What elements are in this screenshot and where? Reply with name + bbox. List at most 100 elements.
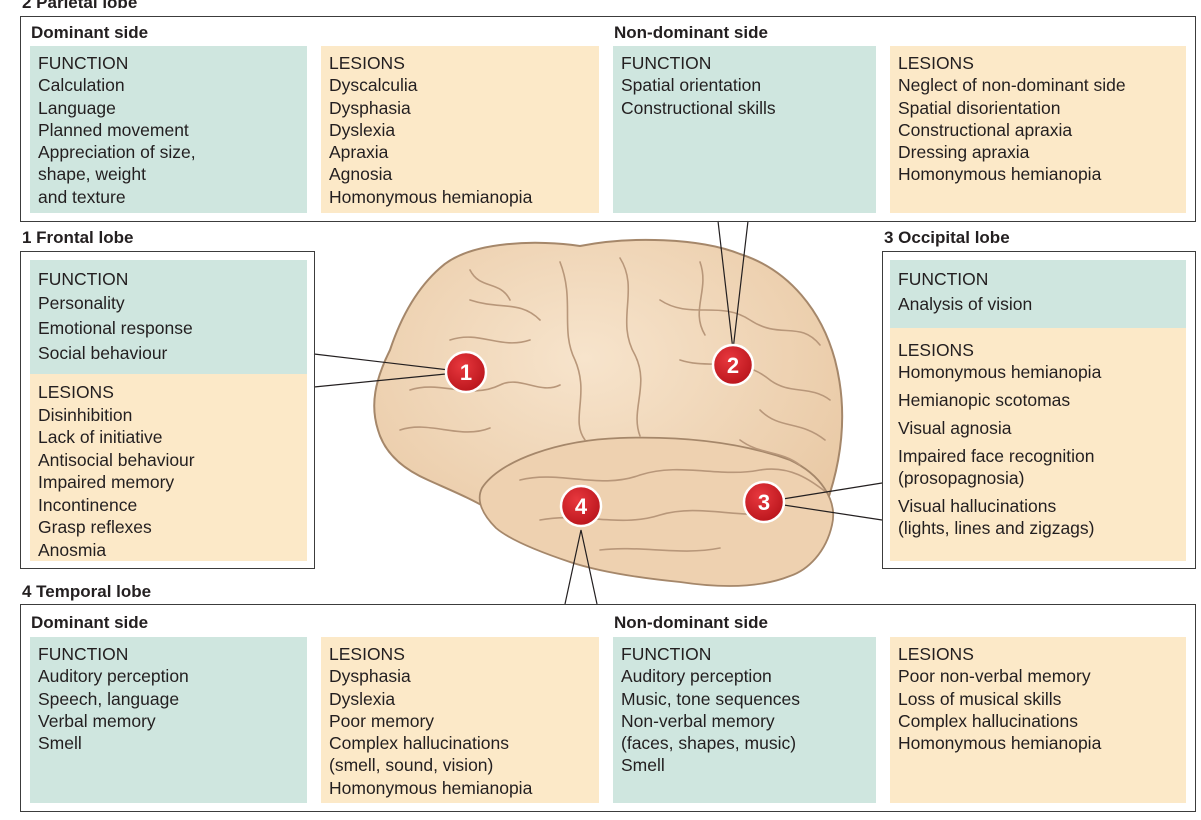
list-item: Complex hallucinations [329, 733, 509, 754]
temporal-nondominant-function-box: FUNCTION Auditory perception Music, tone… [613, 637, 876, 803]
svg-text:3: 3 [758, 490, 770, 515]
frontal-lesions-box: LESIONS Disinhibition Lack of initiative… [30, 374, 307, 561]
list-item: Homonymous hemianopia [898, 164, 1102, 185]
function-title: FUNCTION [621, 644, 712, 664]
list-item: Auditory perception [621, 666, 772, 687]
list-item: Homonymous hemianopia [898, 733, 1102, 754]
occipital-heading: 3 Occipital lobe [884, 228, 1010, 247]
list-item: Dyslexia [329, 119, 396, 140]
lesions-title: LESIONS [898, 340, 974, 360]
list-item: Visual agnosia [898, 418, 1012, 438]
list-item: Appreciation of size, [38, 142, 196, 163]
list-item: and texture [38, 186, 126, 207]
parietal-dominant-lesions-box: LESIONS Dyscalculia Dysphasia Dyslexia A… [321, 46, 599, 213]
parietal-frame [20, 16, 1196, 222]
frontal-frame [20, 251, 315, 569]
parietal-dominant-function-box: FUNCTION Calculation Language Planned mo… [30, 46, 307, 213]
list-item: Constructional skills [621, 97, 776, 118]
marker-4: 4 [559, 484, 603, 528]
list-item: Poor memory [329, 710, 435, 731]
marker-1: 1 [444, 350, 488, 394]
temporal-heading: 4 Temporal lobe [22, 582, 152, 601]
list-item: Dyslexia [329, 688, 396, 709]
list-item: Homonymous hemianopia [329, 186, 533, 207]
parietal-nondominant-function-box: FUNCTION Spatial orientation Constructio… [613, 46, 876, 213]
parietal-heading: 2 Parietal lobe [22, 0, 138, 12]
list-item: Language [38, 97, 116, 118]
temporal-nondominant-heading: Non-dominant side [614, 613, 768, 632]
list-item: Apraxia [329, 142, 389, 163]
lesions-title: LESIONS [38, 382, 114, 402]
function-title: FUNCTION [38, 644, 129, 664]
list-item: Neglect of non-dominant side [898, 75, 1126, 96]
list-item: Visual hallucinations [898, 496, 1057, 516]
list-item: Homonymous hemianopia [898, 362, 1102, 382]
list-item: Impaired memory [38, 472, 175, 492]
list-item: Hemianopic scotomas [898, 390, 1071, 410]
list-item: Poor non-verbal memory [898, 666, 1091, 687]
list-item: Dysphasia [329, 666, 411, 687]
function-title: FUNCTION [621, 53, 712, 73]
list-item: Calculation [38, 75, 125, 96]
list-item: Smell [38, 733, 82, 754]
occipital-function-box: FUNCTION Analysis of vision [890, 260, 1186, 328]
list-item: Personality [38, 293, 125, 313]
list-item: Anosmia [38, 539, 107, 560]
parietal-nondominant-lesions-box: LESIONS Neglect of non-dominant side Spa… [890, 46, 1186, 213]
list-item: Dressing apraxia [898, 142, 1030, 163]
list-item: shape, weight [38, 164, 146, 185]
list-item: Analysis of vision [898, 294, 1033, 314]
occipital-lesions-box: LESIONS Homonymous hemianopia Hemianopic… [890, 328, 1186, 561]
lesions-title: LESIONS [898, 53, 974, 73]
list-item: Smell [621, 755, 665, 776]
frontal-heading: 1 Frontal lobe [22, 228, 134, 247]
lesions-title: LESIONS [329, 53, 405, 73]
list-item: Music, tone sequences [621, 688, 800, 709]
temporal-frame [20, 604, 1196, 812]
brain-temporal-lobe [478, 436, 834, 587]
list-item: (smell, sound, vision) [329, 755, 494, 776]
list-item: Social behaviour [38, 343, 168, 363]
lesions-title: LESIONS [329, 644, 405, 664]
list-item: (lights, lines and zigzags) [898, 518, 1095, 538]
list-item: Antisocial behaviour [38, 449, 195, 470]
temporal-dominant-function-box: FUNCTION Auditory perception Speech, lan… [30, 637, 307, 803]
occipital-frame [882, 251, 1196, 569]
svg-text:4: 4 [575, 494, 588, 519]
list-item: Non-verbal memory [621, 710, 775, 731]
svg-text:1: 1 [460, 360, 472, 385]
list-item: Dysphasia [329, 97, 411, 118]
list-item: Spatial disorientation [898, 97, 1061, 118]
list-item: Disinhibition [38, 404, 133, 425]
list-item: (faces, shapes, music) [621, 733, 797, 754]
frontal-function-box: FUNCTION Personality Emotional response … [30, 260, 307, 374]
list-item: (prosopagnosia) [898, 468, 1025, 488]
function-title: FUNCTION [38, 53, 129, 73]
list-item: Auditory perception [38, 666, 189, 687]
list-item: Loss of musical skills [898, 688, 1062, 709]
list-item: Constructional apraxia [898, 119, 1073, 140]
list-item: Lack of initiative [38, 427, 163, 447]
list-item: Complex hallucinations [898, 710, 1078, 731]
list-item: Emotional response [38, 318, 193, 338]
marker-3: 3 [742, 480, 786, 524]
function-title: FUNCTION [38, 269, 129, 289]
list-item: Grasp reflexes [38, 517, 152, 537]
parietal-dominant-heading: Dominant side [31, 23, 149, 42]
list-item: Impaired face recognition [898, 446, 1095, 466]
temporal-dominant-heading: Dominant side [31, 613, 149, 632]
parietal-nondominant-heading: Non-dominant side [614, 23, 768, 42]
svg-text:2: 2 [727, 353, 739, 378]
function-title: FUNCTION [898, 269, 989, 289]
list-item: Speech, language [38, 688, 180, 709]
list-item: Incontinence [38, 494, 138, 515]
lesions-title: LESIONS [898, 644, 974, 664]
list-item: Planned movement [38, 119, 189, 140]
marker-2: 2 [711, 343, 755, 387]
list-item: Agnosia [329, 164, 393, 185]
list-item: Dyscalculia [329, 75, 418, 96]
list-item: Verbal memory [38, 710, 156, 731]
temporal-nondominant-lesions-box: LESIONS Poor non-verbal memory Loss of m… [890, 637, 1186, 803]
list-item: Spatial orientation [621, 75, 762, 96]
